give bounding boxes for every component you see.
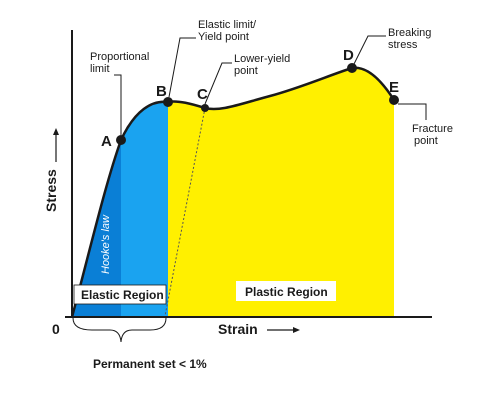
hookes-law-label: Hooke's law: [100, 214, 112, 274]
lower-yield-line1: Lower-yield: [234, 53, 290, 65]
lower-yield-line2: point: [234, 65, 258, 77]
elastic-limit-leader: [168, 37, 196, 98]
lower-yield-leader: [204, 62, 232, 105]
x-axis-label: Strain: [218, 321, 258, 337]
fracture-point-line1: Fracture: [412, 123, 453, 135]
fracture-point-leader: [398, 103, 427, 120]
point-a-label: A: [101, 133, 112, 150]
fracture-point-line2: point: [414, 135, 438, 147]
x-axis-arrow: [267, 327, 300, 333]
proportional-limit-leader: [114, 74, 122, 135]
breaking-stress-line1: Breaking: [388, 27, 431, 39]
permanent-set-label: Permanent set < 1%: [93, 357, 207, 371]
proportional-limit-line2: limit: [90, 63, 110, 75]
point-c-label: C: [197, 86, 208, 103]
elastic-limit-line2: Yield point: [198, 31, 249, 43]
y-axis-arrow: [53, 128, 59, 162]
y-axis-label: Stress: [43, 169, 59, 212]
plastic-region-fill: [168, 67, 394, 317]
unloading-dashed-line: [164, 107, 206, 317]
point-d-label: D: [343, 47, 354, 64]
elastic-region-label: Elastic Region: [81, 288, 164, 302]
permanent-set-brace: [72, 317, 167, 343]
plastic-region-label: Plastic Region: [245, 285, 328, 299]
plastic-region-box: [236, 281, 336, 301]
point-a-marker: [116, 135, 126, 145]
point-e-marker: [389, 95, 399, 105]
point-b-label: B: [156, 83, 167, 100]
breaking-stress-line2: stress: [388, 39, 418, 51]
proportional-limit-line1: Proportional: [90, 51, 149, 63]
origin-label: 0: [52, 321, 60, 337]
point-b-marker: [163, 97, 173, 107]
point-d-marker: [347, 63, 357, 73]
point-e-label: E: [389, 79, 399, 96]
elastic-region-box: [73, 284, 167, 305]
breaking-stress-leader: [353, 35, 386, 65]
point-c-marker: [201, 104, 209, 112]
elastic-limit-line1: Elastic limit/: [198, 19, 257, 31]
